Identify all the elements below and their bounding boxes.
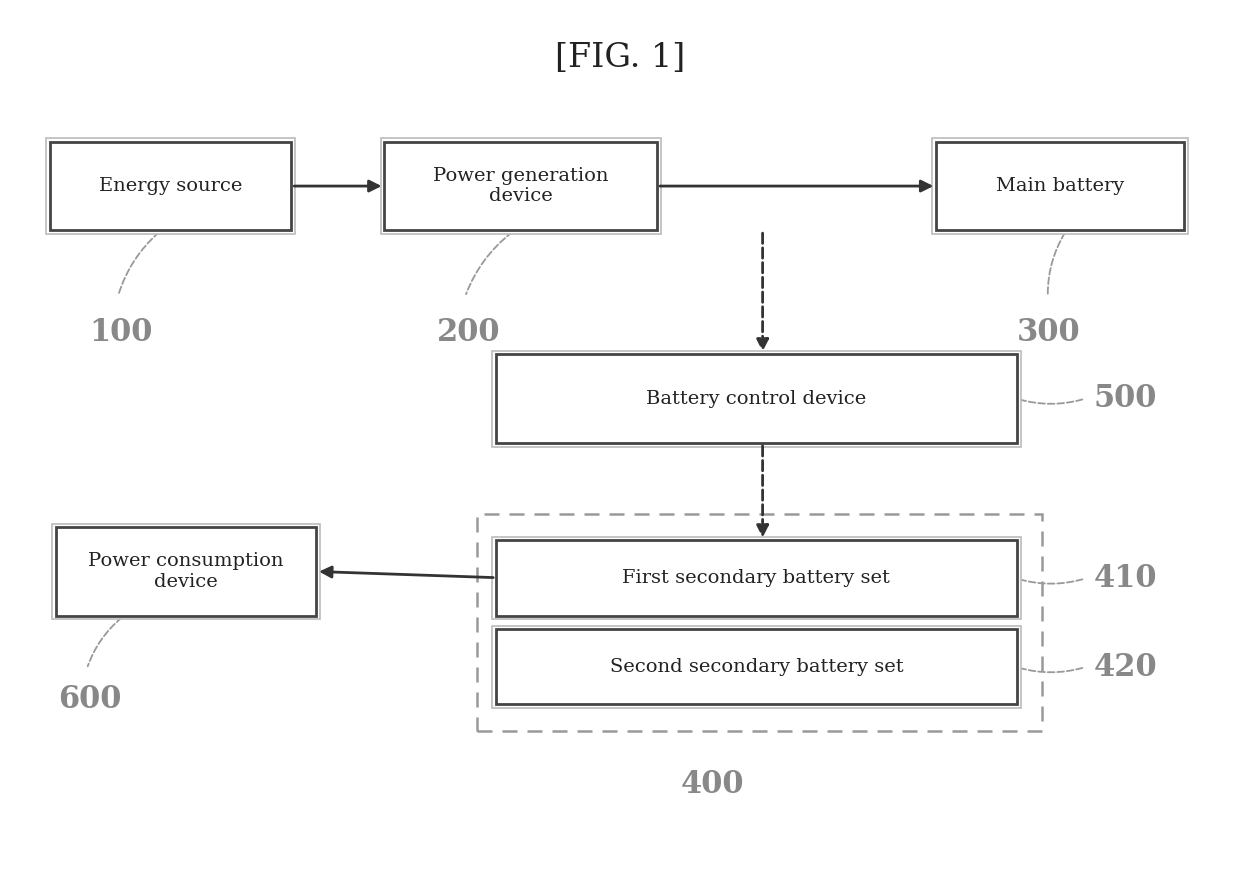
Text: 100: 100 [89, 317, 153, 347]
Text: Second secondary battery set: Second secondary battery set [610, 657, 903, 676]
Bar [381, 138, 661, 234]
Bar [492, 351, 1021, 447]
Bar [932, 138, 1188, 234]
Bar [492, 537, 1021, 619]
Bar [477, 514, 1042, 731]
Text: [FIG. 1]: [FIG. 1] [554, 42, 686, 74]
Bar [496, 354, 1017, 443]
Bar [496, 629, 1017, 704]
Text: 600: 600 [58, 685, 122, 715]
Bar [936, 142, 1184, 230]
Bar [56, 527, 316, 616]
Bar [496, 540, 1017, 616]
Text: Power generation
device: Power generation device [433, 167, 609, 206]
Bar [492, 626, 1021, 708]
Bar [46, 138, 295, 234]
Text: 420: 420 [1094, 652, 1157, 682]
Text: 500: 500 [1094, 384, 1157, 414]
Bar [50, 142, 291, 230]
Bar [384, 142, 657, 230]
Text: First secondary battery set: First secondary battery set [622, 569, 890, 587]
Text: 300: 300 [1017, 317, 1080, 347]
Text: 410: 410 [1094, 563, 1157, 594]
Text: Main battery: Main battery [996, 177, 1125, 195]
Bar [52, 524, 320, 619]
Text: Power consumption
device: Power consumption device [88, 552, 284, 591]
Text: 200: 200 [436, 317, 500, 347]
Text: 400: 400 [681, 769, 745, 799]
Text: Battery control device: Battery control device [646, 390, 867, 408]
Text: Energy source: Energy source [99, 177, 242, 195]
